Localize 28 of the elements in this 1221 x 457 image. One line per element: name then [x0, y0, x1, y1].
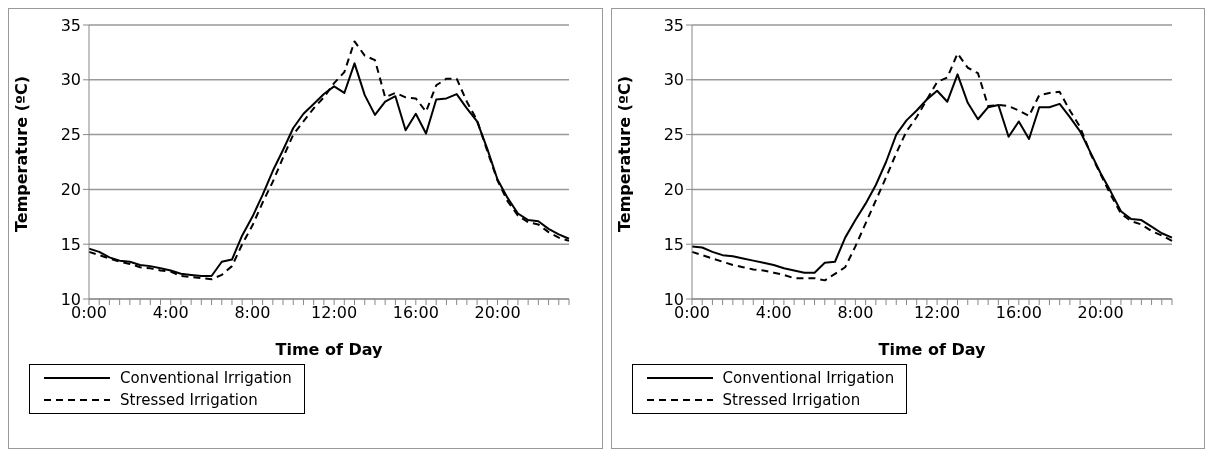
y-tick-label: 35	[60, 15, 81, 35]
legend-label: Stressed Irrigation	[120, 391, 258, 409]
y-tick-label: 15	[60, 234, 81, 254]
x-tick-label: 4:00	[755, 303, 792, 323]
legend-label: Stressed Irrigation	[722, 391, 861, 409]
x-tick-label: 20:00	[474, 303, 521, 323]
x-tick-label: 4:00	[152, 303, 189, 323]
y-tick-label: 25	[60, 125, 81, 145]
x-tick-label: 20:00	[1076, 303, 1124, 323]
x-tick-label: 8:00	[234, 303, 271, 323]
y-axis-title: Temperature (ºC)	[614, 75, 634, 232]
y-tick-label: 15	[663, 234, 684, 254]
y-tick-label: 35	[663, 15, 684, 35]
x-tick-label: 12:00	[913, 303, 960, 323]
y-tick-label: 20	[60, 180, 81, 200]
x-axis-title: Time of Day	[275, 340, 384, 359]
y-tick-label: 30	[60, 70, 81, 90]
x-tick-label: 16:00	[995, 303, 1042, 323]
y-axis-title: Temperature (ºC)	[11, 75, 31, 232]
x-tick-label: 8:00	[836, 303, 873, 323]
y-tick-label: 25	[663, 125, 684, 145]
x-tick-label: 12:00	[311, 303, 358, 323]
y-tick-label: 30	[663, 70, 684, 90]
legend-label: Conventional Irrigation	[722, 369, 895, 387]
legend-label: Conventional Irrigation	[120, 369, 292, 387]
x-tick-label: 16:00	[392, 303, 439, 323]
y-tick-label: 20	[663, 180, 684, 200]
x-axis-title: Time of Day	[877, 340, 986, 359]
